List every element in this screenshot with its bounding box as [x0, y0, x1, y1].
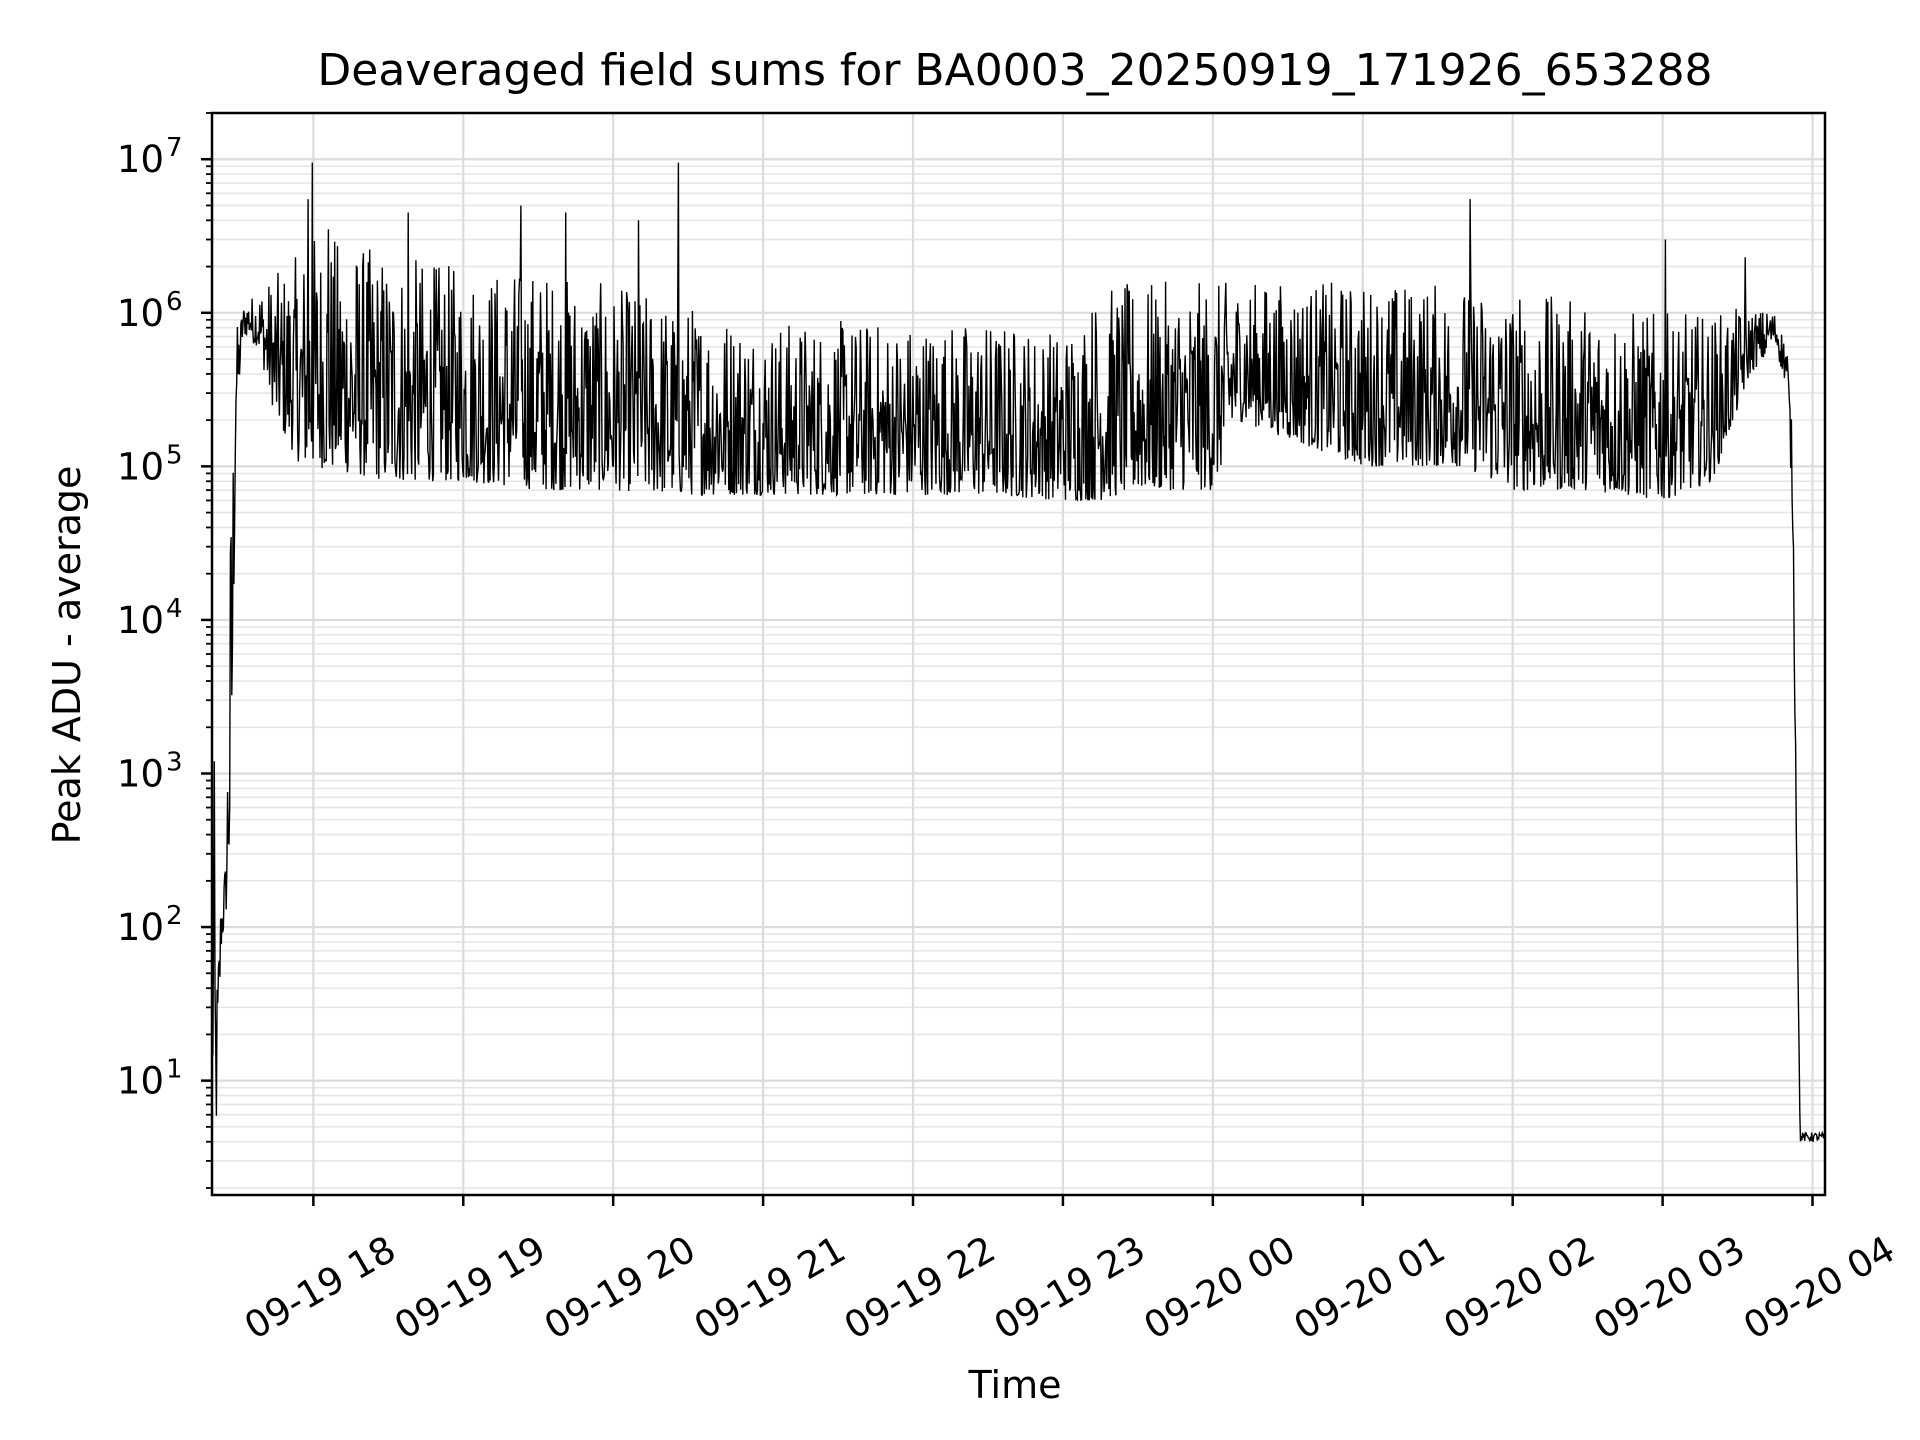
x-tick-label: 09-19 23	[987, 1228, 1153, 1348]
x-tick-label: 09-19 21	[687, 1228, 853, 1348]
y-tick-exponent: 1	[166, 1055, 183, 1085]
y-tick-label: 10	[117, 752, 164, 795]
x-tick-label: 09-20 00	[1137, 1228, 1303, 1348]
x-axis-label: Time	[968, 1363, 1062, 1407]
y-axis-label: Peak ADU - average	[45, 466, 89, 845]
x-tick-label: 09-19 19	[387, 1228, 553, 1348]
x-tick-label: 09-20 03	[1587, 1228, 1753, 1348]
series-group	[211, 162, 1826, 1143]
y-tick-exponent: 7	[166, 133, 183, 163]
axis-ticks	[201, 112, 1814, 1206]
x-tick-label: 09-19 20	[537, 1228, 703, 1348]
x-tick-label: 09-19 22	[837, 1228, 1003, 1348]
grid	[212, 112, 1825, 1195]
y-tick-label: 10	[117, 599, 164, 642]
x-tick-label: 09-20 01	[1287, 1228, 1453, 1348]
chart-title: Deaveraged field sums for BA0003_2025091…	[317, 45, 1712, 96]
y-tick-label: 10	[117, 138, 164, 181]
y-tick-label: 10	[117, 445, 164, 488]
y-tick-exponent: 4	[166, 594, 183, 624]
x-tick-label: 09-19 18	[237, 1228, 403, 1348]
y-tick-label: 10	[117, 1060, 164, 1103]
y-tick-label: 10	[117, 906, 164, 949]
y-tick-label: 10	[117, 292, 164, 335]
y-tick-exponent: 2	[166, 901, 183, 931]
y-tick-exponent: 6	[166, 287, 183, 317]
series-line	[211, 162, 1826, 1143]
x-tick-label: 09-20 02	[1437, 1228, 1603, 1348]
y-tick-exponent: 5	[166, 440, 183, 470]
y-tick-exponent: 3	[166, 747, 183, 777]
x-tick-label: 09-20 04	[1736, 1228, 1902, 1348]
